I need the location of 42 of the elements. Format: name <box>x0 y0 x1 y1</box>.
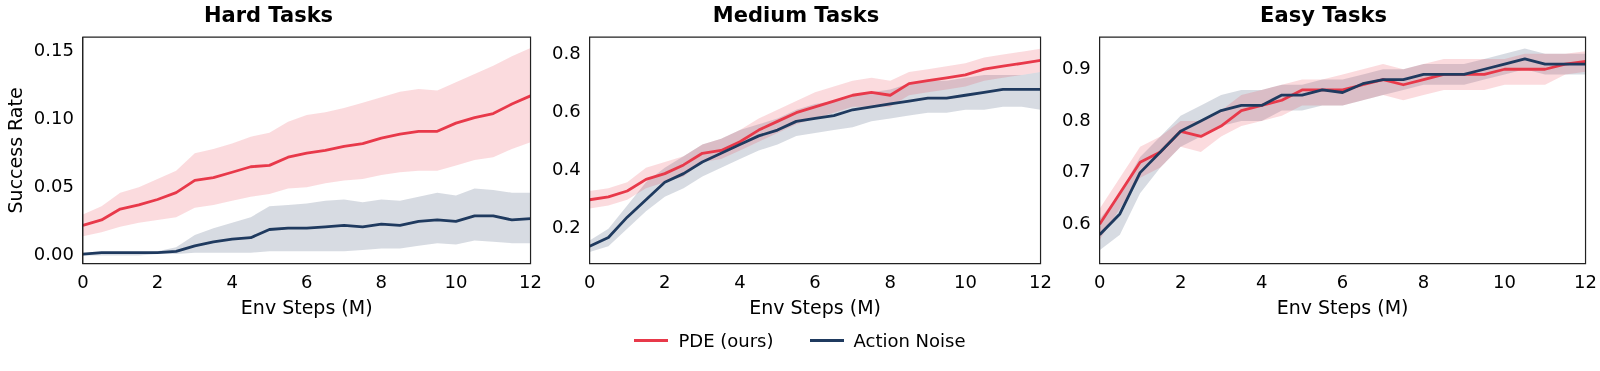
x-tick-label: 8 <box>884 271 896 293</box>
y-tick-label: 0.9 <box>1061 56 1091 78</box>
x-tick-label: 6 <box>1336 271 1349 293</box>
x-axis-title: Env Steps (M) <box>1276 295 1409 318</box>
x-tick-label: 4 <box>226 271 238 293</box>
legend-label: PDE (ours) <box>678 330 774 351</box>
x-tick-label: 0 <box>77 271 89 293</box>
x-tick-label: 2 <box>659 271 671 293</box>
x-tick-label: 2 <box>1174 271 1187 293</box>
x-tick-label: 12 <box>1029 271 1052 293</box>
y-tick-label: 0.05 <box>33 174 74 196</box>
x-tick-label: 2 <box>151 271 164 293</box>
y-tick-label: 0.6 <box>1061 211 1091 233</box>
y-tick-label: 0.6 <box>551 100 581 122</box>
x-axis-title: Env Steps (M) <box>749 295 881 318</box>
x-tick-label: 0 <box>1093 271 1106 293</box>
x-tick-label: 8 <box>1417 271 1430 293</box>
y-tick-label: 0.10 <box>33 106 74 128</box>
y-tick-label: 0.15 <box>33 38 74 60</box>
y-tick-label: 0.8 <box>1061 108 1091 130</box>
y-axis-title: Success Rate <box>4 87 27 214</box>
x-tick-label: 6 <box>300 271 313 293</box>
x-axis-title: Env Steps (M) <box>240 295 373 318</box>
x-tick-label: 12 <box>519 271 542 293</box>
x-tick-label: 10 <box>1493 271 1517 293</box>
y-tick-label: 0.8 <box>551 42 581 64</box>
x-tick-label: 10 <box>444 271 468 293</box>
chart-title: Medium Tasks <box>712 3 880 28</box>
y-tick-label: 0.4 <box>551 158 581 180</box>
x-tick-label: 12 <box>1574 271 1597 293</box>
chart-title: Easy Tasks <box>1260 3 1387 28</box>
y-tick-label: 0.7 <box>1061 160 1091 182</box>
x-tick-label: 8 <box>375 271 388 293</box>
x-tick-label: 4 <box>1255 271 1268 293</box>
x-tick-label: 10 <box>953 271 977 293</box>
y-tick-label: 0.2 <box>551 216 581 238</box>
y-tick-label: 0.00 <box>33 243 74 265</box>
x-tick-label: 4 <box>734 271 746 293</box>
x-tick-label: 0 <box>583 271 596 293</box>
x-tick-label: 6 <box>809 271 821 293</box>
chart-title: Hard Tasks <box>203 3 334 28</box>
legend-label: Action Noise <box>853 330 966 351</box>
